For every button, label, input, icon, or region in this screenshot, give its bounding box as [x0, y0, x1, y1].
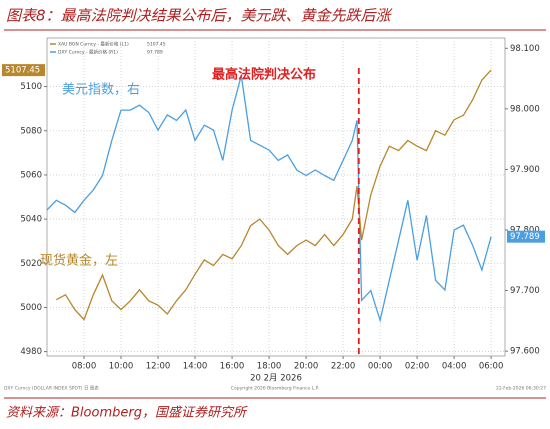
x-tick-label: 08:00	[72, 362, 97, 372]
y2-tick-label: 98.000	[510, 104, 540, 114]
y-tick-label: 5080	[20, 126, 42, 136]
footer-note: DXY Curncy (DOLLAR INDEX SPOT) 日 图表	[4, 385, 99, 392]
annotation: 现货黄金，左	[40, 253, 118, 269]
y2-tick-label: 97.600	[510, 347, 540, 357]
x-tick-label: 14:00	[183, 362, 208, 372]
x-tick-label: 06:00	[479, 362, 504, 372]
series-line	[55, 69, 492, 321]
y2-tick-label: 97.700	[510, 286, 540, 296]
legend-value: 97.789	[147, 50, 163, 56]
annotation: 最高法院判决公布	[212, 67, 316, 83]
x-tick-label: 02:00	[405, 362, 430, 372]
x-axis-label: 20 2月 2026	[250, 374, 302, 384]
x-tick-label: 12:00	[146, 362, 171, 372]
chart-title: 图表8：最高法院判决结果公布后，美元跌、黄金先跌后涨	[6, 7, 393, 25]
x-tick-label: 22:00	[331, 362, 356, 372]
x-tick-label: 18:00	[257, 362, 282, 372]
x-tick-label: 16:00	[220, 362, 245, 372]
legend-label: XAU BGN Curncy - 最新价格 (L1)	[58, 41, 129, 48]
plot-area	[46, 37, 506, 357]
x-tick-label: 04:00	[442, 362, 467, 372]
y-tick-label: 5100	[20, 82, 42, 92]
y2-tick-label: 97.900	[510, 165, 540, 175]
legend-value: 5107.45	[147, 42, 166, 48]
annotation: 美元指数，右	[62, 83, 140, 98]
y-tick-label: 5000	[20, 303, 42, 313]
footer-note: Copyright 2026 Bloomberg Finance L.P.	[231, 386, 319, 392]
y-tick-label: 4980	[20, 347, 42, 357]
y2-tick-label: 97.800	[510, 226, 540, 236]
footer-note: 22-Feb-2026 06:30:27	[496, 386, 546, 392]
value-tag-box	[507, 230, 545, 243]
y-tick-label: 5060	[20, 170, 42, 180]
value-tag: 5107.45	[5, 66, 40, 76]
y-tick-label: 5040	[20, 215, 42, 225]
x-tick-label: 00:00	[368, 362, 393, 372]
value-tag: 97.789	[510, 232, 540, 242]
x-tick-label: 20:00	[294, 362, 319, 372]
source: 资料来源：Bloomberg，国盛证券研究所	[6, 405, 248, 421]
x-tick-label: 10:00	[109, 362, 134, 372]
legend-label: DXY Curncy - 最新价格 (R1)	[58, 49, 118, 56]
value-tag-box	[2, 64, 45, 77]
series-line	[46, 75, 492, 323]
y-tick-label: 5020	[20, 259, 42, 269]
y2-tick-label: 98.100	[510, 44, 540, 54]
